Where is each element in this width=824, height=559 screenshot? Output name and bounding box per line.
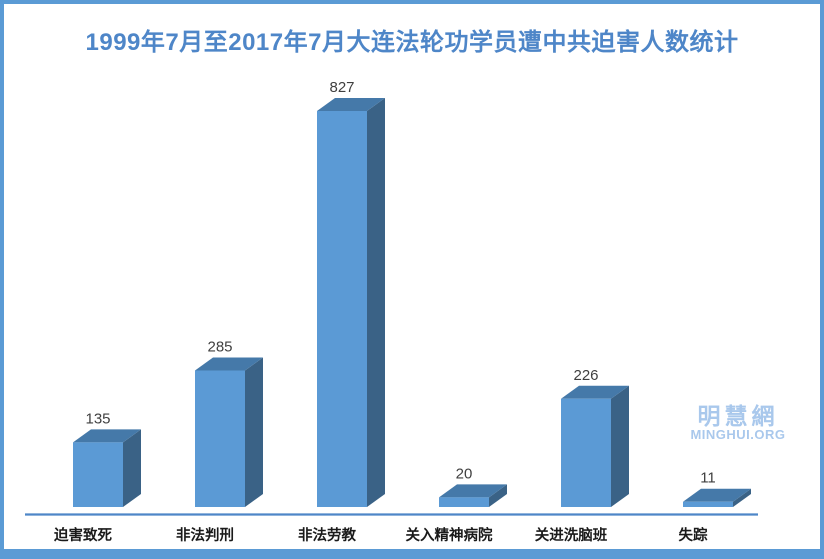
category-label: 非法劳教: [298, 526, 356, 544]
category-label: 失踪: [679, 526, 708, 544]
bar-side-face: [245, 357, 263, 507]
bar-side-face: [123, 429, 141, 507]
bar-column-6: 11: [683, 470, 751, 507]
bottom-border-strip: [0, 549, 824, 559]
bar-column-1: 135: [73, 410, 141, 507]
bar-side-face: [367, 98, 385, 507]
bar-side-face: [733, 488, 751, 507]
bar-front-face: [683, 501, 733, 507]
bar-top-face: [439, 484, 507, 498]
bar-column-4: 20: [439, 465, 507, 507]
bar-value-label: 827: [329, 79, 354, 96]
watermark-url-text: MINGHUI.ORG: [690, 427, 786, 443]
bar-side-face: [611, 385, 629, 507]
bar-front-face: [195, 370, 245, 507]
bar-value-label: 20: [456, 465, 473, 482]
bar-top-face: [317, 98, 385, 111]
bar-top-face: [73, 429, 141, 443]
bar-column-5: 226: [561, 367, 629, 507]
category-label: 关进洗脑班: [535, 526, 608, 544]
category-label: 关入精神病院: [406, 526, 493, 544]
bar-front-face: [439, 497, 489, 507]
bar-value-label: 285: [207, 339, 232, 356]
watermark-chinese-logo: 明慧網: [697, 403, 779, 429]
category-label: 非法判刑: [176, 526, 234, 544]
bar-top-face: [195, 357, 263, 371]
bar-value-label: 226: [573, 367, 598, 384]
minghui-watermark: 明慧網 MINGHUI.ORG: [688, 404, 788, 442]
bar-front-face: [73, 442, 123, 507]
category-label: 迫害致死: [53, 526, 112, 544]
bar-top-face: [683, 488, 751, 502]
chart-title: 1999年7月至2017年7月大连法轮功学员遭中共迫害人数统计: [85, 29, 739, 56]
bar-front-face: [317, 111, 367, 507]
bar-column-2: 285: [195, 339, 263, 507]
bar-value-label: 135: [85, 410, 110, 427]
bar-front-face: [561, 398, 611, 507]
bar-value-label: 11: [700, 470, 716, 487]
bar-side-face: [489, 484, 507, 507]
bar-top-face: [561, 385, 629, 399]
bar-column-3: 827: [317, 79, 385, 507]
